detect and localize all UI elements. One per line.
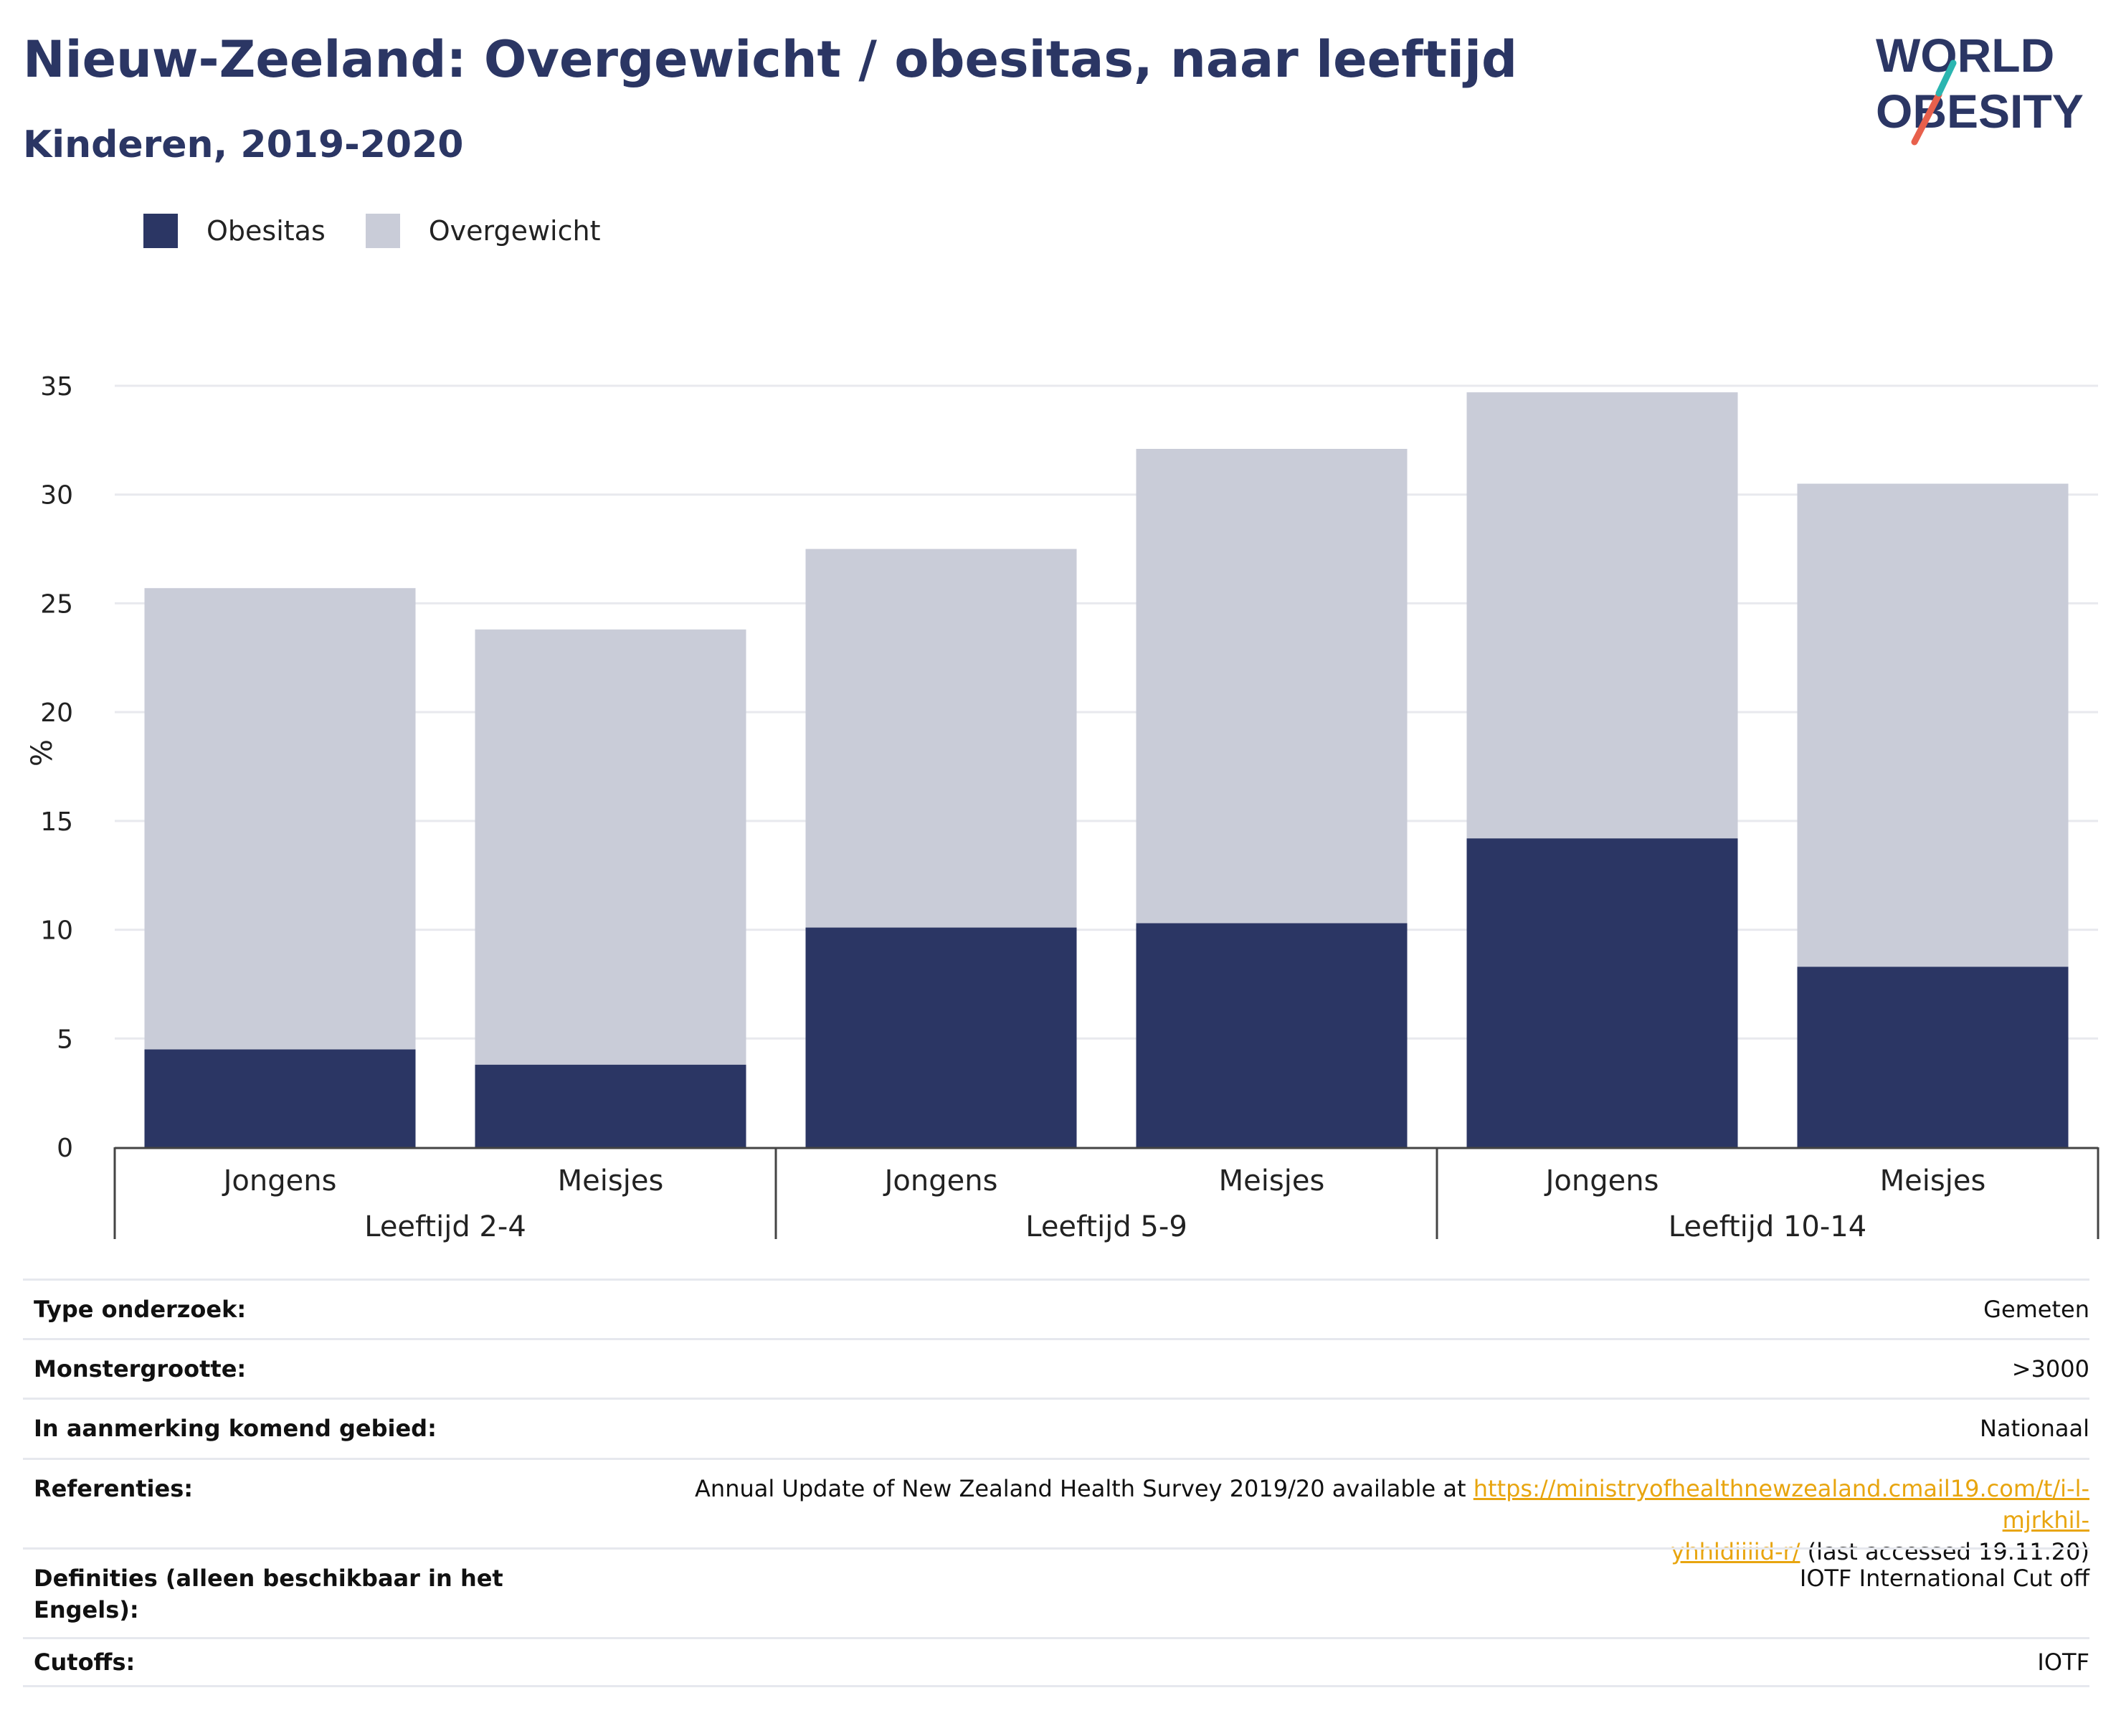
x-category-label: Jongens bbox=[1544, 1165, 1659, 1197]
reference-link[interactable]: https://ministryofhealthnewzealand.cmail… bbox=[1473, 1475, 2089, 1534]
logo-slash-red bbox=[1911, 91, 1942, 146]
y-tick-label: 20 bbox=[40, 698, 73, 728]
chart-legend: Obesitas Overgewicht bbox=[143, 214, 641, 248]
y-tick-label: 35 bbox=[40, 372, 73, 402]
row-label: Type onderzoek: bbox=[34, 1296, 247, 1323]
legend-item-obesitas: Obesitas bbox=[143, 214, 326, 248]
row-value: Annual Update of New Zealand Health Surv… bbox=[691, 1473, 2089, 1567]
row-value: IOTF International Cut off bbox=[1799, 1565, 2089, 1592]
x-group-label: Leeftijd 10-14 bbox=[1669, 1210, 1866, 1243]
row-value: IOTF bbox=[2037, 1649, 2089, 1676]
x-category-label: Meisjes bbox=[558, 1165, 664, 1197]
stacked-bar-chart: 0 5 10 15 20 25 30 35% Jongens Meisjes Jongens Meis… bbox=[26, 372, 2099, 1243]
y-tick-label: 5 bbox=[57, 1025, 73, 1054]
world-obesity-logo: WORLD OBESITY bbox=[1876, 29, 2084, 146]
bar-overgewicht-1 bbox=[475, 629, 746, 1065]
row-label: Cutoffs: bbox=[34, 1649, 136, 1676]
y-tick-label: 10 bbox=[40, 916, 73, 946]
legend-label-obesitas: Obesitas bbox=[207, 215, 326, 247]
legend-swatch-overgewicht bbox=[365, 214, 400, 248]
row-label: In aanmerking komend gebied: bbox=[34, 1415, 437, 1442]
row-value: >3000 bbox=[2011, 1355, 2089, 1382]
y-axis-label: % bbox=[26, 739, 59, 767]
x-category-label: Meisjes bbox=[1219, 1165, 1325, 1197]
table-row: In aanmerking komend gebied: Nationaal bbox=[23, 1398, 2089, 1458]
table-row: Type onderzoek: Gemeten bbox=[23, 1279, 2089, 1338]
reference-text: Annual Update of New Zealand Health Surv… bbox=[695, 1475, 1474, 1502]
bar-overgewicht-0 bbox=[144, 588, 416, 1050]
reference-link-continued[interactable]: yhhldiiiid-r/ bbox=[1671, 1538, 1800, 1565]
bar-obesitas-5 bbox=[1797, 967, 2069, 1147]
row-label: Definities (alleen beschikbaar in het En… bbox=[34, 1565, 503, 1623]
table-row: Cutoffs: IOTF bbox=[23, 1637, 2089, 1687]
bar-obesitas-4 bbox=[1466, 838, 1738, 1147]
y-tick-label: 0 bbox=[57, 1134, 73, 1163]
row-value: Nationaal bbox=[1980, 1415, 2089, 1442]
x-category-label: Meisjes bbox=[1880, 1165, 1986, 1197]
metadata-table: Type onderzoek: Gemeten Monstergrootte: … bbox=[23, 1279, 2089, 1687]
legend-label-overgewicht: Overgewicht bbox=[428, 215, 601, 247]
x-category-label: Jongens bbox=[222, 1165, 337, 1197]
bar-obesitas-3 bbox=[1136, 923, 1408, 1147]
chart-subtitle: Kinderen, 2019-2020 bbox=[23, 123, 464, 166]
chart-title: Nieuw-Zeeland: Overgewicht / obesitas, n… bbox=[23, 30, 1518, 89]
bar-obesitas-2 bbox=[805, 927, 1077, 1147]
bar-obesitas-0 bbox=[144, 1049, 416, 1147]
bar-overgewicht-4 bbox=[1466, 392, 1738, 839]
y-tick-label: 25 bbox=[40, 589, 73, 619]
x-group-label: Leeftijd 2-4 bbox=[364, 1210, 526, 1243]
logo-line1: WORLD bbox=[1876, 29, 2054, 82]
bar-overgewicht-3 bbox=[1136, 448, 1408, 924]
row-label: Monstergrootte: bbox=[34, 1355, 247, 1382]
table-row: Referenties: Annual Update of New Zealan… bbox=[23, 1458, 2089, 1565]
bar-overgewicht-5 bbox=[1797, 483, 2069, 967]
table-row: Definities (alleen beschikbaar in het En… bbox=[23, 1547, 2089, 1637]
x-group-label: Leeftijd 5-9 bbox=[1025, 1210, 1187, 1243]
bar-obesitas-1 bbox=[475, 1064, 746, 1147]
reference-accessed: (last accessed 19.11.20) bbox=[1800, 1538, 2089, 1565]
row-value: Gemeten bbox=[1983, 1296, 2089, 1323]
row-label: Referenties: bbox=[34, 1475, 194, 1502]
x-category-label: Jongens bbox=[883, 1165, 998, 1197]
table-row: Monstergrootte: >3000 bbox=[23, 1338, 2089, 1398]
legend-swatch-obesitas bbox=[143, 214, 178, 248]
legend-item-overgewicht: Overgewicht bbox=[365, 214, 601, 248]
y-tick-label: 30 bbox=[40, 481, 73, 511]
logo-line2: OBESITY bbox=[1876, 85, 2084, 138]
logo-slash-teal bbox=[1935, 60, 1957, 97]
y-tick-label: 15 bbox=[40, 807, 73, 837]
bar-overgewicht-2 bbox=[805, 549, 1077, 928]
